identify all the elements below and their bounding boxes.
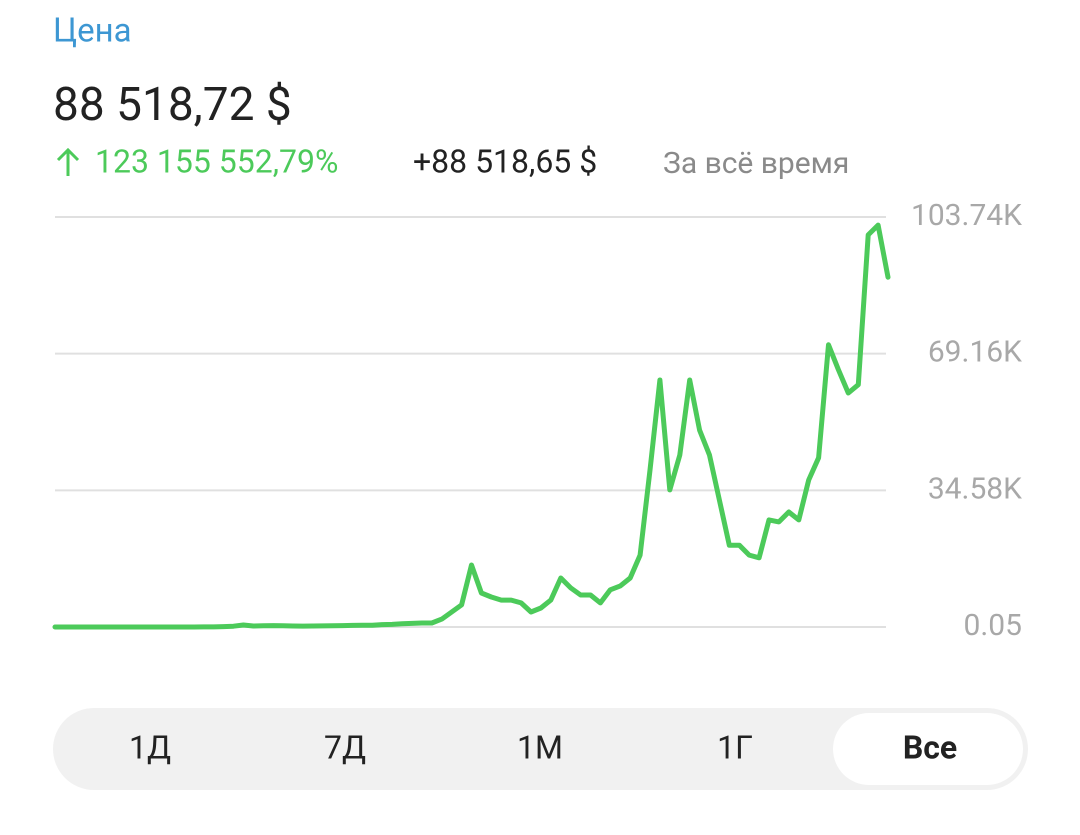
- range-buttons: 1Д 7Д 1М 1Г Все: [129, 713, 1023, 785]
- range-selector: [53, 708, 1028, 790]
- y-tick-label: 0.05: [964, 608, 1023, 643]
- change-value: +88 518,65 $: [413, 142, 597, 180]
- y-tick-label: 103.74K: [911, 198, 1022, 233]
- chart: 0.05 34.58K 69.16K 103.74K: [52, 198, 1023, 643]
- y-tick-label: 34.58K: [928, 471, 1022, 506]
- range-button[interactable]: Все: [903, 728, 957, 766]
- y-tick-label: 69.16K: [928, 335, 1022, 370]
- section-title: Цена: [53, 12, 132, 51]
- up-arrow: [56, 147, 80, 176]
- period: За всё время: [663, 146, 849, 181]
- range-button[interactable]: 1Г: [717, 728, 753, 766]
- price: 88 518,72 $: [53, 78, 292, 132]
- change-percent: 123 155 552,79%: [95, 142, 338, 180]
- price-line: [52, 222, 891, 630]
- range-selected: [833, 713, 1023, 785]
- range-button[interactable]: 1Д: [129, 728, 171, 766]
- range-button[interactable]: 1М: [517, 728, 563, 766]
- range-button[interactable]: 7Д: [324, 728, 366, 766]
